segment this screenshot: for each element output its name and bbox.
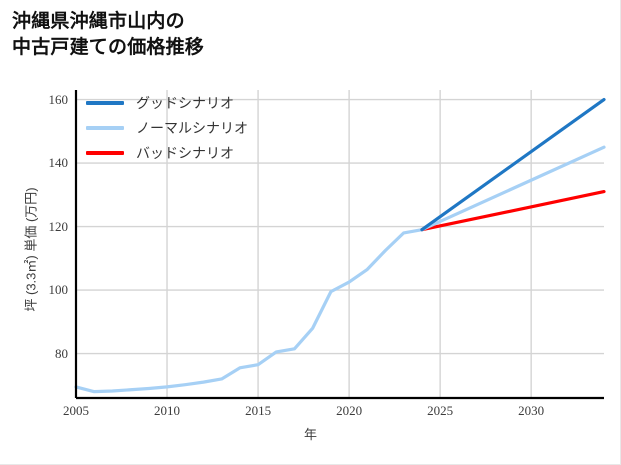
legend-label: バッドシナリオ	[136, 147, 234, 162]
legend-item[interactable]: グッドシナリオ	[86, 92, 234, 114]
y-tick-label: 80	[55, 345, 68, 361]
legend-item[interactable]: バッドシナリオ	[86, 142, 234, 164]
axis-lines	[74, 90, 604, 400]
x-tick-label: 2010	[154, 403, 181, 418]
series-lines	[74, 97, 606, 394]
legend-color-swatch	[86, 126, 124, 130]
x-tick-label: 2015	[245, 403, 272, 418]
legend-color-swatch	[86, 151, 124, 155]
legend-label: ノーマルシナリオ	[136, 122, 248, 137]
y-tick-label: 100	[48, 282, 69, 298]
x-tick-label: 2025	[427, 403, 454, 418]
chart-title: 沖縄県沖縄市山内の 中古戸建ての価格推移	[12, 11, 205, 58]
gridlines	[75, 90, 604, 398]
series-line	[74, 145, 606, 394]
x-axis-title: 年	[303, 427, 317, 442]
y-axis-title: 坪 (3.3㎡) 単価 (万円)	[23, 187, 39, 312]
x-tick-label: 2030	[518, 403, 545, 418]
legend-item[interactable]: ノーマルシナリオ	[86, 117, 248, 139]
y-tick-label: 120	[48, 218, 69, 234]
legend-color-swatch	[86, 101, 124, 105]
legend-label: グッドシナリオ	[136, 97, 234, 112]
y-tick-label: 140	[48, 155, 69, 171]
x-tick-label: 2020	[336, 403, 363, 418]
series-line	[420, 97, 606, 232]
series-line	[420, 190, 606, 232]
y-tick-label: 160	[48, 91, 69, 107]
x-tick-label: 2005	[63, 403, 89, 418]
